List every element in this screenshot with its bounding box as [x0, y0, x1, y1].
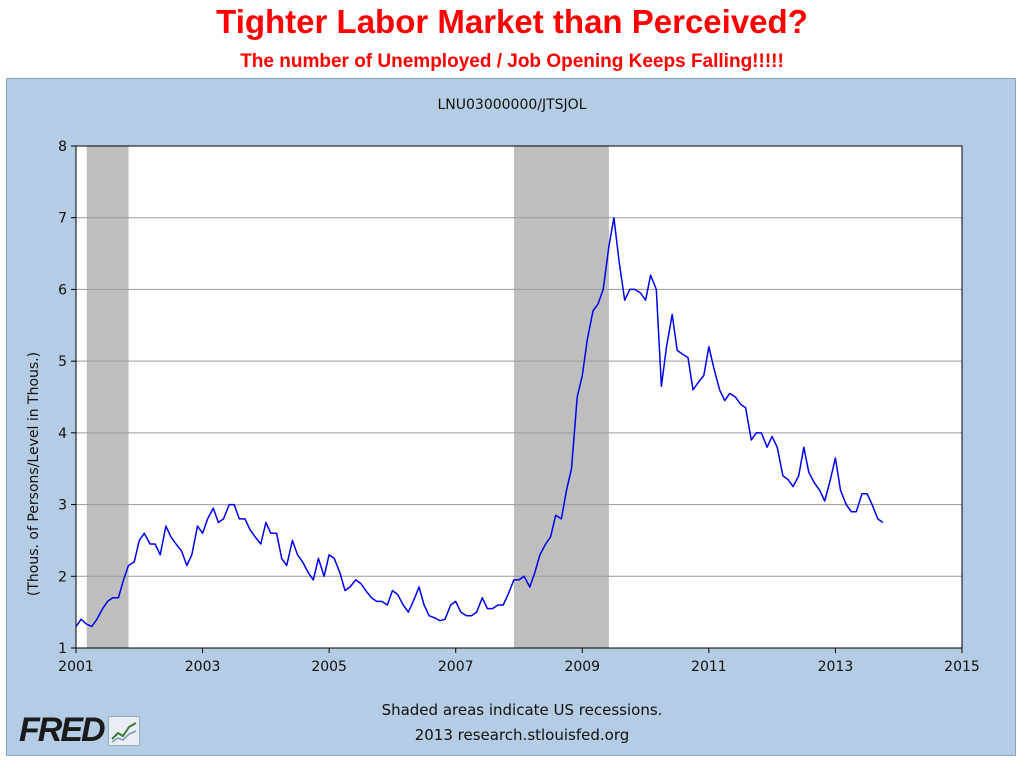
plot-border: [75, 145, 963, 649]
recession-band-2: [513, 146, 609, 648]
y-axis-label: (Thous. of Persons/Level in Thous.): [26, 352, 42, 596]
fred-logo: FRED: [19, 711, 140, 750]
x-tick-label-2005: 2005: [311, 659, 347, 675]
x-tick-label-2013: 2013: [818, 659, 854, 675]
slide-subtitle: The number of Unemployed / Job Opening K…: [240, 51, 784, 72]
slide-title: Tighter Labor Market than Perceived?: [216, 3, 808, 40]
y-tick-label-2: 2: [58, 569, 67, 585]
y-tick-label-7: 7: [58, 211, 67, 227]
fred-logo-text: FRED: [19, 711, 106, 749]
y-tick-label-3: 3: [58, 498, 67, 514]
x-tick-label-2015: 2015: [944, 659, 980, 675]
chart-title: LNU03000000/JTSJOL: [437, 97, 586, 113]
y-tick-label-4: 4: [58, 426, 67, 442]
x-tick-label-2001: 2001: [58, 659, 94, 675]
x-tick-label-2011: 2011: [691, 659, 727, 675]
y-tick-label-8: 8: [58, 139, 67, 155]
y-tick-label-1: 1: [58, 641, 67, 657]
recession-band-1: [86, 146, 129, 648]
x-tick-label-2003: 2003: [185, 659, 221, 675]
y-tick-label-5: 5: [58, 354, 67, 370]
x-tick-label-2007: 2007: [438, 659, 474, 675]
fred-chart-panel: LNU03000000/JTSJOL (Thous. of Persons/Le…: [6, 78, 1016, 756]
footer-source: 2013 research.stlouisfed.org: [415, 726, 630, 744]
footer-note: Shaded areas indicate US recessions.: [382, 701, 663, 719]
fred-chart-icon: [107, 715, 140, 746]
line-chart: LNU03000000/JTSJOL (Thous. of Persons/Le…: [26, 97, 980, 744]
x-tick-label-2009: 2009: [564, 659, 600, 675]
y-tick-label-6: 6: [58, 282, 67, 298]
series-line-1: [75, 216, 884, 628]
